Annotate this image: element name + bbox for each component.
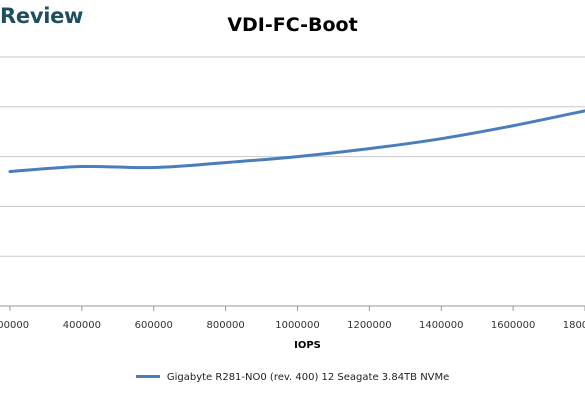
x-tick-label: 1400000 (419, 320, 464, 331)
x-axis-label: IOPS (294, 340, 321, 351)
legend-swatch (135, 374, 160, 378)
x-tick-label: 400000 (63, 320, 101, 331)
x-tick-label: 1600000 (491, 320, 536, 331)
x-axis-ticks: 200000 400000 600000 800000 1000000 1200000 14… (0, 306, 585, 331)
legend-label: Gigabyte R281-NO0 (rev. 400) 12 Seagate … (166, 372, 450, 383)
gridlines (0, 56, 585, 307)
series-lines (8, 109, 585, 174)
site-logo: Review (0, 4, 84, 28)
series-line (8, 109, 585, 174)
x-tick-label: 1200000 (347, 320, 392, 331)
legend: Gigabyte R281-NO0 (rev. 400) 12 Seagate … (0, 372, 585, 383)
x-tick-label: 200000 (0, 320, 29, 331)
chart-title: VDI-FC-Boot (227, 14, 358, 36)
x-tick-label: 1800000 (563, 320, 585, 331)
x-tick-label: 600000 (135, 320, 173, 331)
x-tick-label: 1000000 (275, 320, 320, 331)
x-tick-label: 800000 (207, 320, 245, 331)
